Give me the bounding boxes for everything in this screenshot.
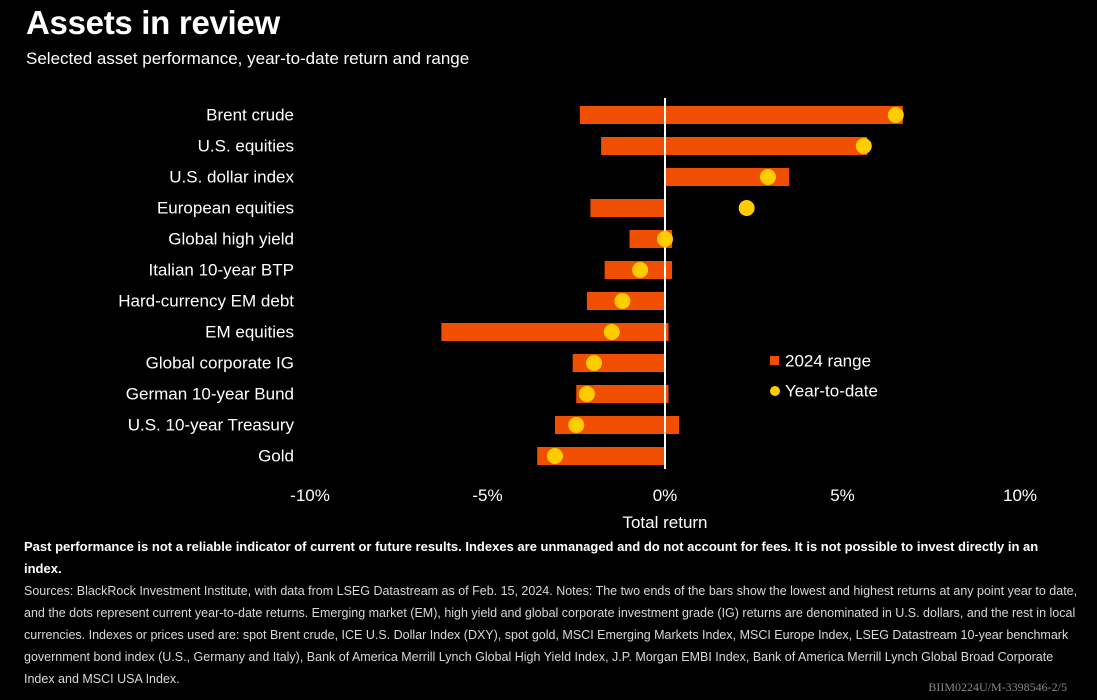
ytd-dot [759, 169, 776, 185]
category-label: Gold [258, 446, 294, 465]
chart-title: Assets in review [26, 4, 280, 41]
range-bar [579, 106, 903, 124]
footer: Past performance is not a reliable indic… [24, 536, 1079, 690]
ytd-dot [632, 262, 649, 278]
legend-range-label: 2024 range [785, 351, 871, 370]
category-label: U.S. 10-year Treasury [128, 415, 295, 434]
category-label: Global high yield [168, 229, 294, 248]
range-bar [537, 447, 665, 465]
category-label: EM equities [205, 322, 294, 341]
category-label: Global corporate IG [146, 353, 294, 372]
category-label: U.S. equities [198, 136, 294, 155]
disclaimer: Past performance is not a reliable indic… [24, 539, 1039, 576]
ytd-dot [657, 231, 673, 247]
category-label: Brent crude [206, 105, 294, 124]
range-chart: Brent crude U.S. equities U.S. dollar inde… [118, 98, 1037, 532]
ytd-dot [546, 448, 563, 464]
ytd-dot [603, 324, 620, 340]
ytd-dot [568, 417, 585, 433]
x-tick-label: 5% [830, 486, 855, 505]
source-notes: Sources: BlackRock Investment Institute,… [24, 584, 1078, 686]
category-label: German 10-year Bund [126, 384, 294, 403]
range-bar [601, 137, 868, 155]
x-tick-label: 10% [1003, 486, 1037, 505]
ytd-dot [887, 107, 904, 123]
category-label: U.S. dollar index [169, 167, 294, 186]
range-bar [441, 323, 669, 341]
category-label: Italian 10-year BTP [148, 260, 294, 279]
category-label: Hard-currency EM debt [118, 291, 294, 310]
ytd-dot [738, 200, 755, 216]
legend-ytd-swatch [770, 386, 780, 396]
legend-range-swatch [770, 356, 779, 365]
ytd-dot [855, 138, 872, 154]
x-tick-label: -10% [290, 486, 330, 505]
ytd-dot [586, 355, 602, 371]
document-code: BIIM0224U/M-3398546-2/5 [928, 680, 1067, 694]
range-bar [590, 199, 665, 217]
chart-subtitle: Selected asset performance, year-to-date… [26, 49, 470, 68]
legend-ytd-label: Year-to-date [785, 381, 878, 400]
category-label: European equities [157, 198, 294, 217]
range-bar [554, 416, 680, 434]
range-bar [576, 385, 669, 403]
x-tick-label: -5% [472, 486, 502, 505]
ytd-dot [578, 386, 595, 402]
ytd-dot [614, 293, 631, 309]
x-tick-label: 0% [653, 486, 678, 505]
x-axis-title: Total return [622, 513, 707, 532]
range-bar [665, 168, 790, 186]
